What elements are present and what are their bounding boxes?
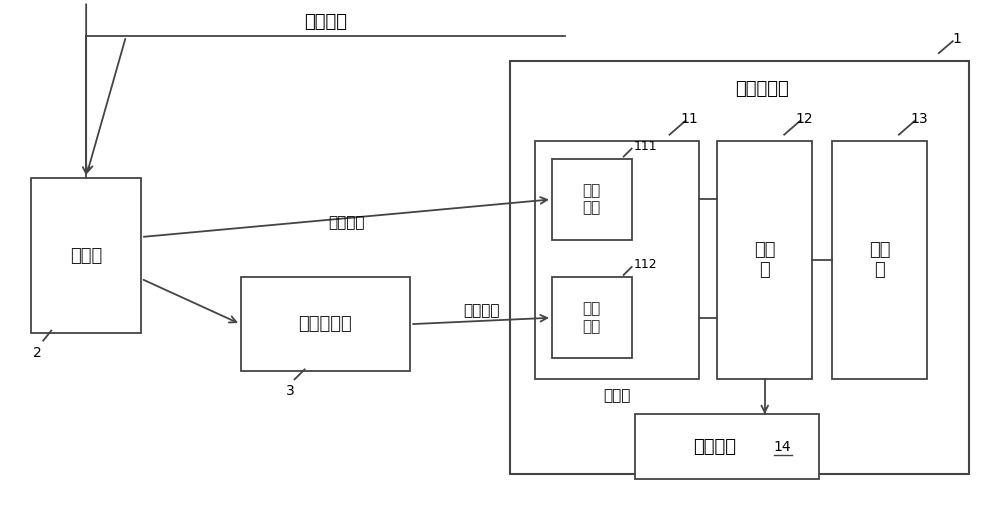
Text: 11: 11 xyxy=(681,112,698,126)
Text: 14: 14 xyxy=(774,440,792,453)
Text: 待检测电路: 待检测电路 xyxy=(299,315,352,333)
Text: 输出信号: 输出信号 xyxy=(463,303,499,318)
Bar xyxy=(552,277,632,359)
Text: 1: 1 xyxy=(952,32,961,46)
Text: 控制面板: 控制面板 xyxy=(693,438,736,456)
Text: 配置信息: 配置信息 xyxy=(304,13,347,31)
Text: 数字示波器: 数字示波器 xyxy=(735,80,789,98)
Text: 检测端: 检测端 xyxy=(603,388,631,403)
Bar xyxy=(635,414,819,479)
Bar xyxy=(535,140,699,379)
Text: 第一
通道: 第一 通道 xyxy=(583,183,601,216)
Bar xyxy=(510,61,969,474)
Text: 激励信号: 激励信号 xyxy=(328,216,365,230)
Text: 3: 3 xyxy=(286,385,295,398)
Text: 第二
通道: 第二 通道 xyxy=(583,301,601,334)
Text: 2: 2 xyxy=(33,346,42,360)
Bar xyxy=(832,140,927,379)
Bar xyxy=(31,178,141,332)
Bar xyxy=(241,277,410,371)
Bar xyxy=(717,140,812,379)
Text: 信号源: 信号源 xyxy=(70,247,102,265)
Text: 12: 12 xyxy=(795,112,813,126)
Text: 显示
屏: 显示 屏 xyxy=(869,240,890,279)
Bar xyxy=(552,158,632,240)
Text: 111: 111 xyxy=(634,140,657,153)
Text: 112: 112 xyxy=(634,258,657,271)
Text: 处理
器: 处理 器 xyxy=(754,240,776,279)
Text: 13: 13 xyxy=(910,112,928,126)
